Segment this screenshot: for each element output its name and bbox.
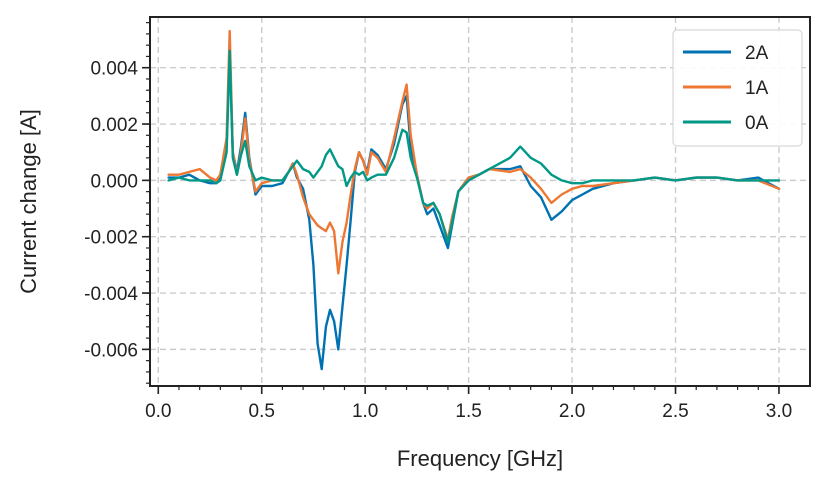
series-line-1A [167,29,781,275]
x-tick-label: 2.5 [662,401,688,422]
series-line-0A [167,49,781,244]
grid-lines [150,17,810,386]
y-tick-label: 0.002 [90,115,138,136]
y-tick-label: -0.004 [84,284,138,305]
series-lines [167,29,781,371]
y-tick-label: -0.006 [84,340,138,361]
x-tick-label: 1.0 [352,401,378,422]
x-tick-label: 0.5 [249,401,275,422]
legend-box [672,29,803,147]
x-tick-label: 1.5 [455,401,481,422]
legend-label-1A: 1A [745,78,769,99]
legend: 2A 1A 0A [672,29,803,147]
legend-label-2A: 2A [745,43,769,64]
x-tick-label: 3.0 [766,401,792,422]
plot-frame [149,16,811,387]
y-axis-label: Current change [A] [16,109,41,294]
x-axis-label: Frequency [GHz] [397,446,563,471]
x-tick-label: 2.0 [559,401,585,422]
x-tick-label: 0.0 [145,401,171,422]
y-tick-label: 0.000 [90,171,138,192]
axis-tick-labels: 0.0 0.5 1.0 1.5 2.0 2.5 3.0 0.004 0.002 0.000 -0.0… [84,59,792,422]
y-tick-label: 0.004 [90,59,138,80]
y-tick-label: -0.002 [84,228,138,249]
axis-ticks [142,22,780,394]
legend-label-0A: 0A [745,113,769,134]
